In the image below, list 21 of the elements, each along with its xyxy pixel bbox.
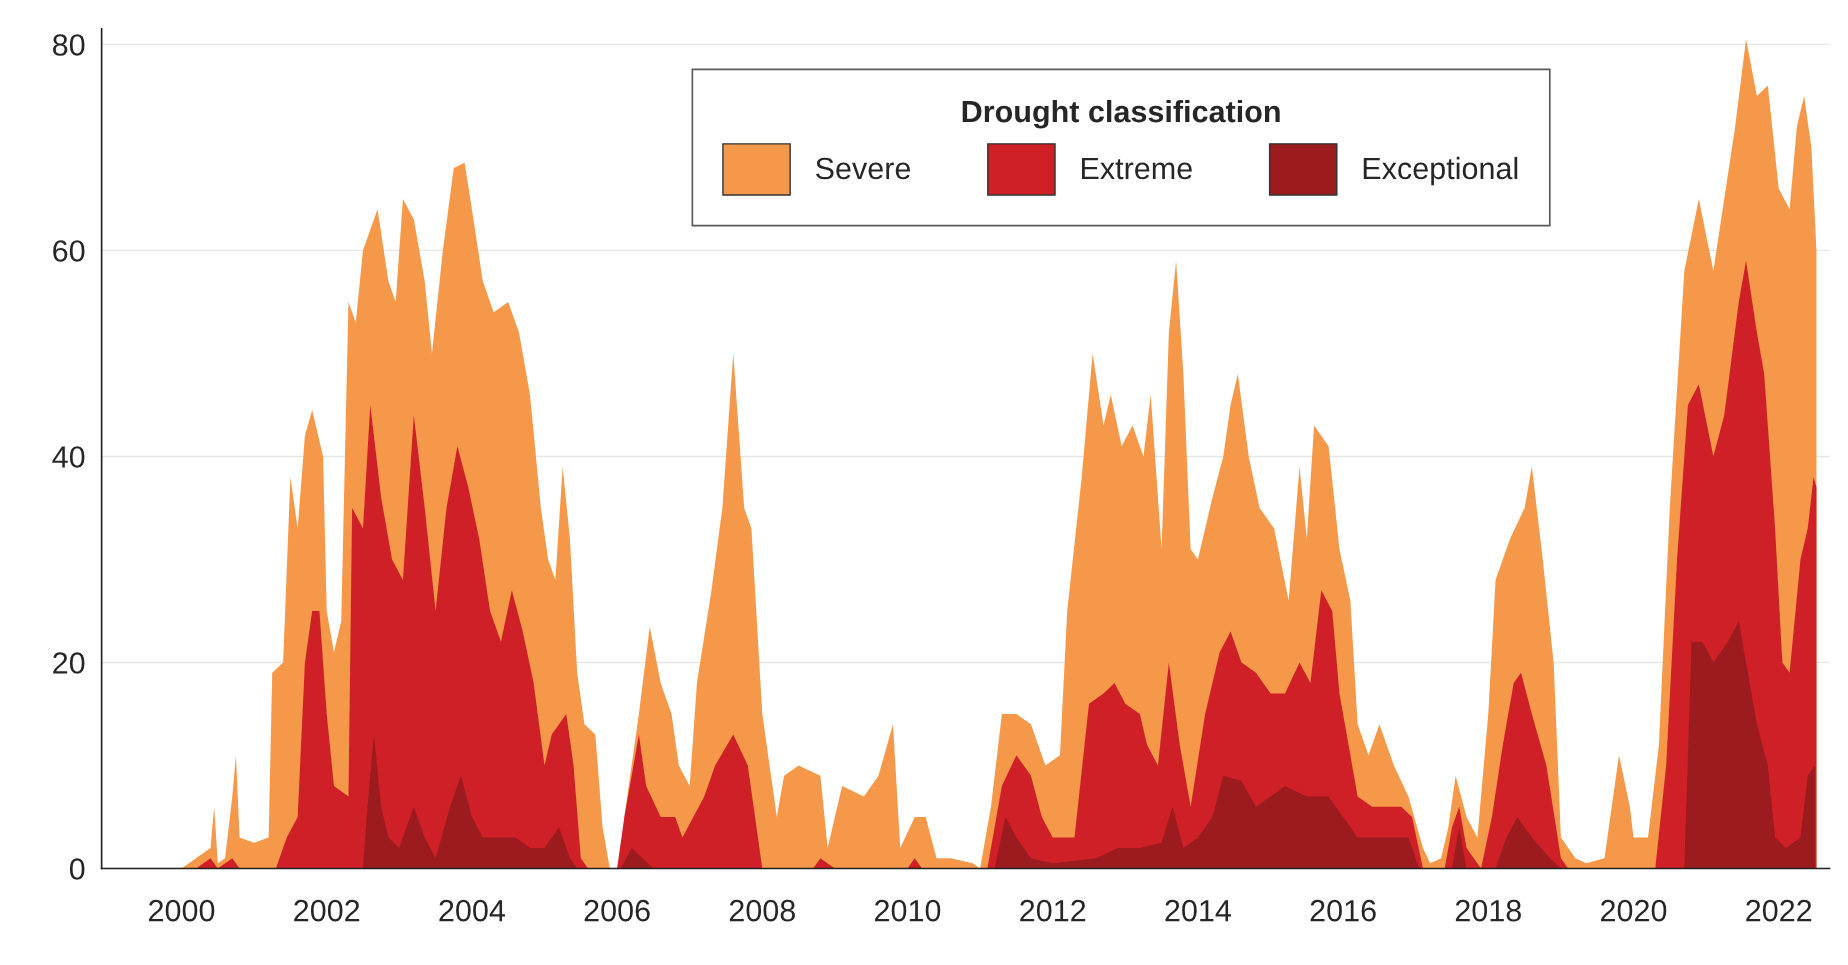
x-tick-label: 2016 [1310,899,1376,922]
x-tick-label: 2012 [1020,899,1086,922]
x-tick-label: 2022 [1746,899,1812,922]
legend-title: Drought classification [962,99,1280,129]
x-tick-label: 2008 [729,899,795,922]
x-tick-label: 2018 [1455,899,1521,922]
legend-label: Severe [815,157,911,180]
x-tick-label: 2006 [584,899,650,922]
x-tick-label: 2002 [294,899,360,922]
legend-label: Extreme [1081,157,1192,180]
y-tick-label: 40 [52,446,85,468]
x-tick-label: 2010 [875,899,941,922]
y-tick-label: 0 [69,858,85,880]
y-tick-label: 80 [53,34,85,56]
y-tick-label: 20 [53,652,85,674]
x-tick-label: 2000 [149,899,215,922]
x-tick-label: 2004 [439,899,505,922]
x-tick-label: 2014 [1165,899,1231,922]
x-tick-label: 2020 [1601,899,1667,922]
legend-label: Exceptional [1363,156,1518,186]
y-tick-label: 60 [53,240,85,262]
